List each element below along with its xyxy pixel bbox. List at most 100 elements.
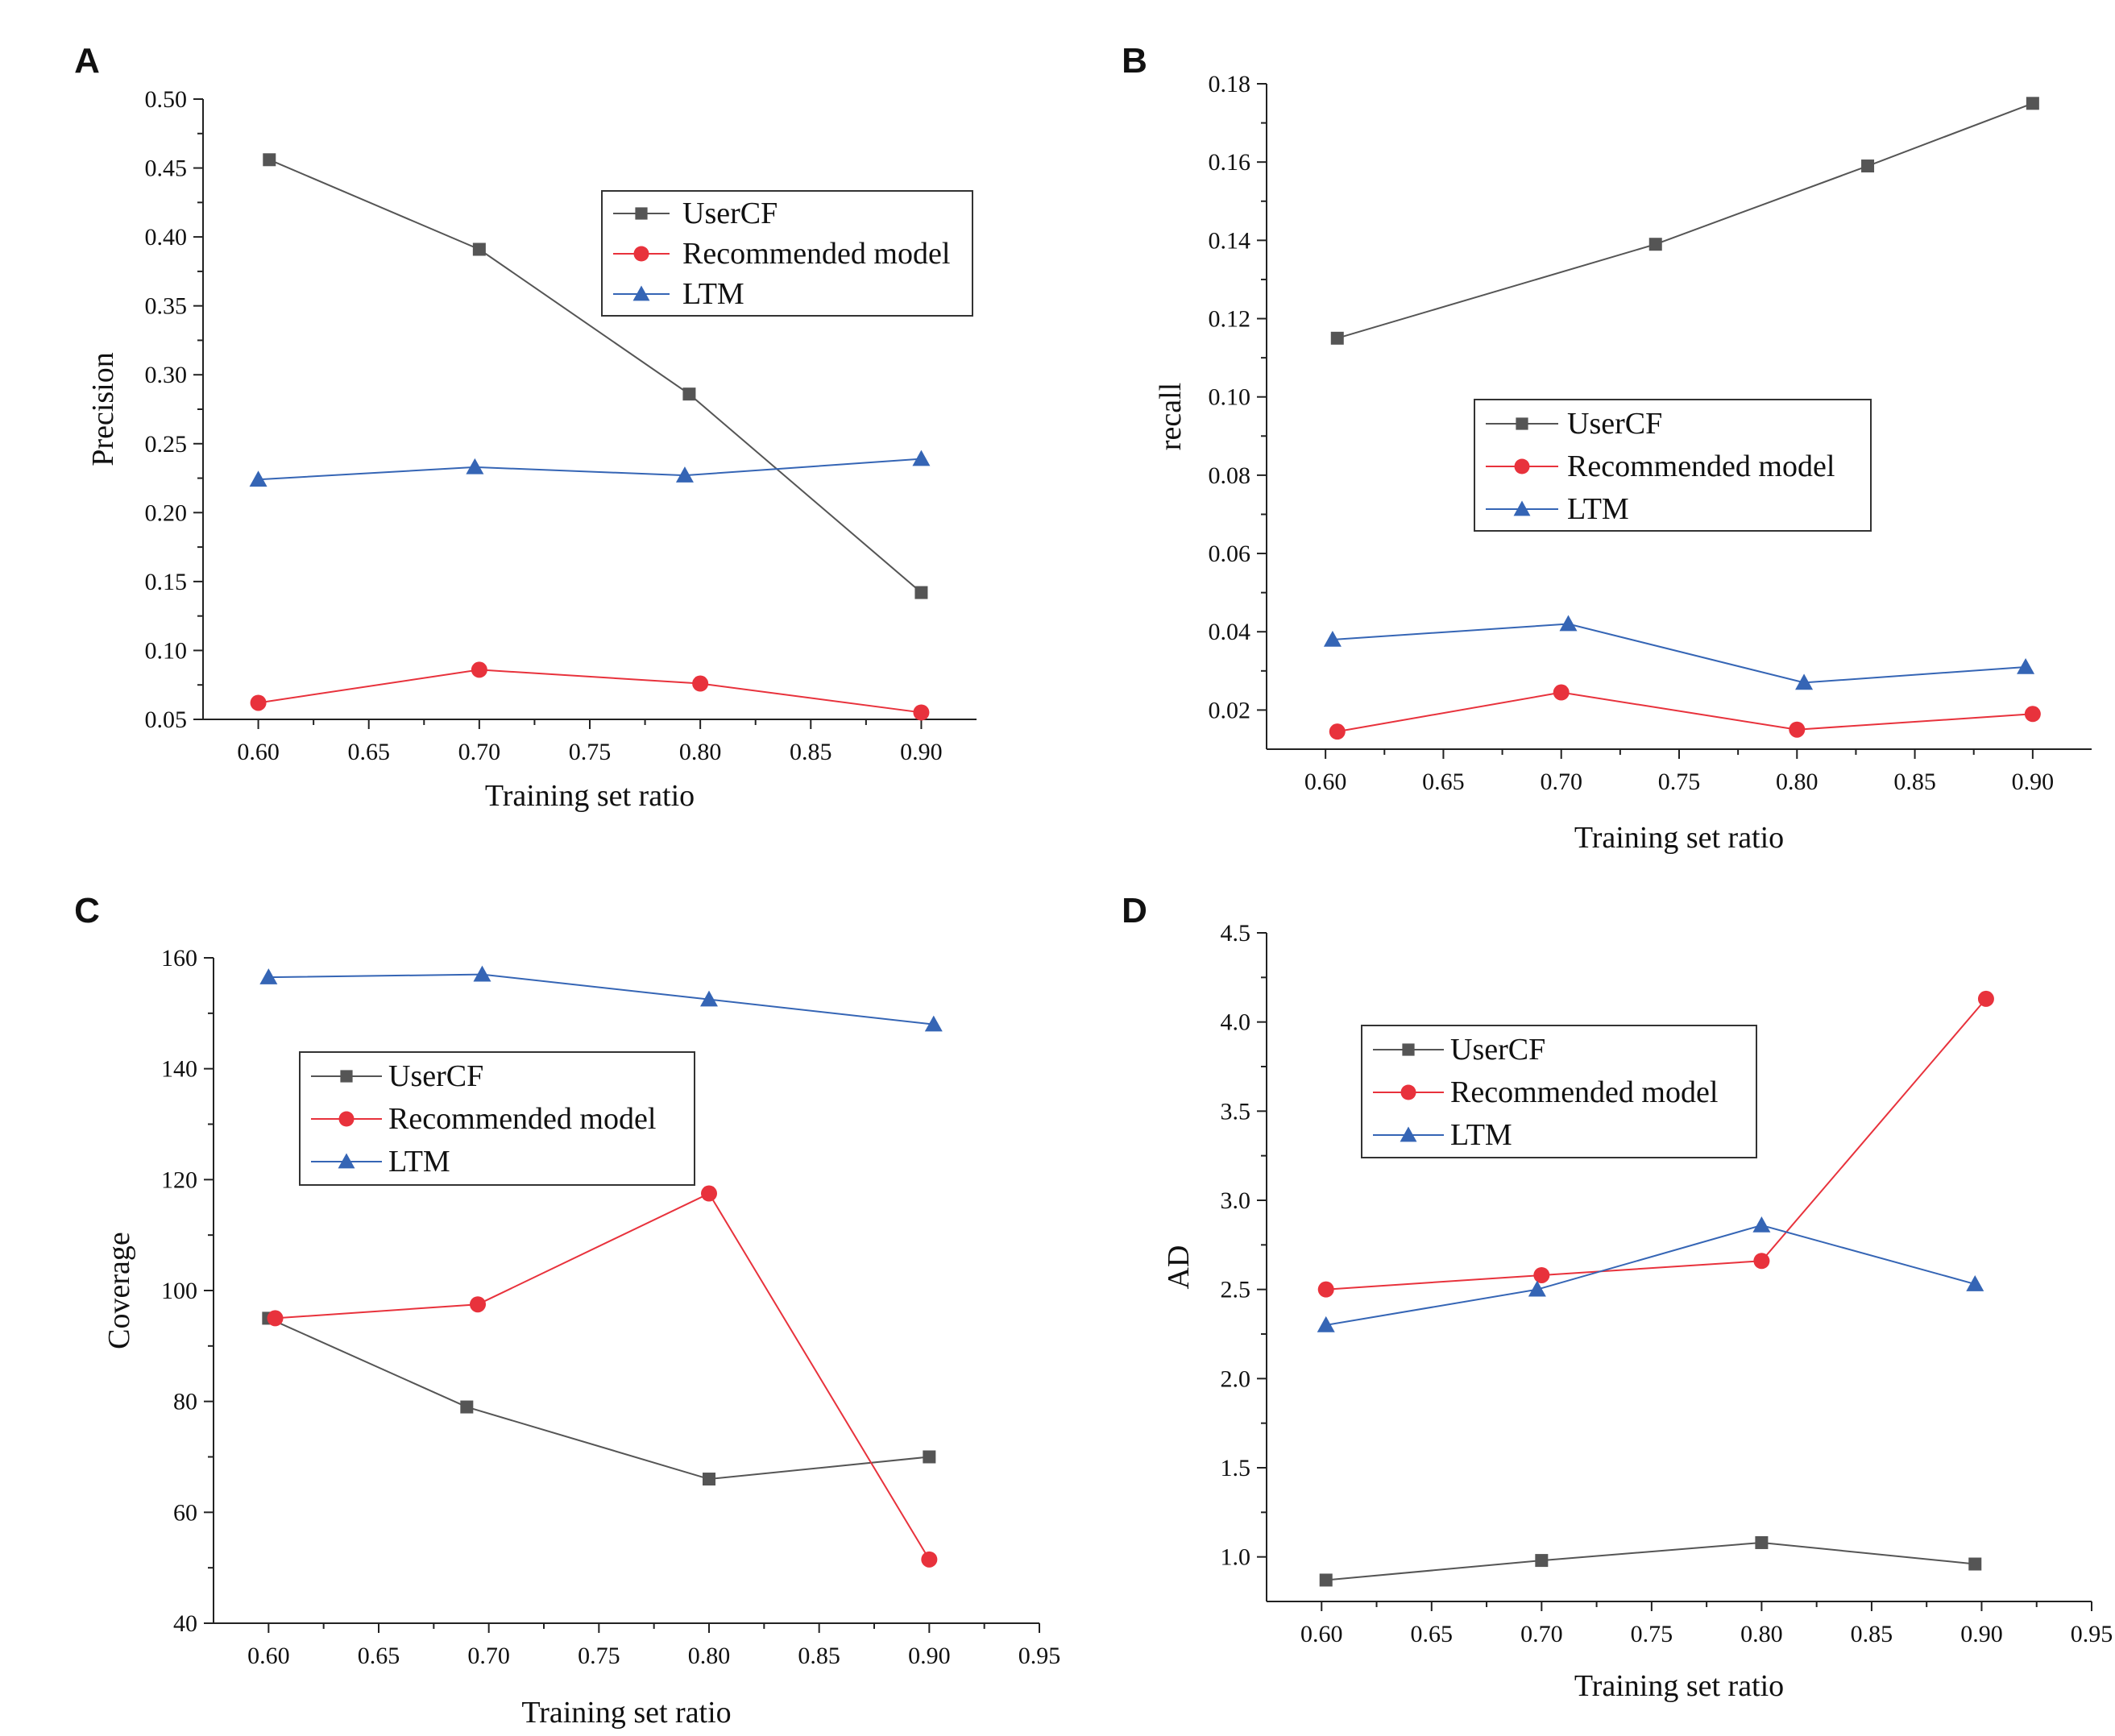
data-point-usercf	[472, 242, 486, 256]
data-point-recommended-model	[1789, 721, 1806, 738]
x-tick-label: 0.85	[798, 1643, 840, 1669]
legend-label-recommended-model: Recommended model	[1567, 450, 1835, 483]
x-tick-label: 0.90	[900, 739, 943, 765]
data-point-ltm	[1528, 1280, 1546, 1297]
panel-letter: A	[74, 41, 100, 81]
y-tick-label: 0.20	[145, 499, 188, 526]
y-axis-label: AD	[1162, 1245, 1196, 1290]
legend-marker-recommended-model	[1514, 458, 1530, 474]
x-tick-label: 0.60	[237, 739, 280, 765]
legend-marker-usercf	[1402, 1043, 1415, 1056]
y-tick-label: 140	[161, 1056, 197, 1083]
x-tick-label: 0.80	[1740, 1621, 1783, 1647]
data-point-recommended-model	[2024, 706, 2041, 723]
data-point-recommended-model	[267, 1310, 284, 1327]
series-line-usercf	[1325, 1541, 1976, 1581]
y-tick-label: 100	[161, 1278, 197, 1304]
data-point-ltm	[1966, 1275, 1984, 1291]
data-point-recommended-model	[1317, 1281, 1334, 1298]
data-point-usercf	[923, 1450, 936, 1464]
legend-label-recommended-model: Recommended model	[388, 1102, 656, 1136]
x-tick-label: 0.60	[1304, 769, 1347, 795]
y-tick-label: 2.5	[1221, 1277, 1251, 1303]
y-tick-label: 4.5	[1221, 920, 1251, 947]
legend-marker-ltm	[1400, 1126, 1417, 1142]
x-tick-label: 0.70	[1540, 769, 1582, 795]
data-point-recommended-model	[921, 1551, 938, 1568]
data-point-recommended-model	[913, 704, 930, 721]
x-tick-label: 0.80	[688, 1643, 731, 1669]
data-point-recommended-model	[701, 1185, 717, 1202]
series-line-recommended-model	[275, 1192, 931, 1560]
data-point-ltm	[700, 990, 718, 1007]
panel-letter: B	[1122, 41, 1147, 81]
x-axis-label: Training set ratio	[1574, 821, 1784, 855]
chart-panel-c: C 40 60 80 100 120 140 160 0.60 0.65 0.70 0.75 0.80 0…	[74, 891, 1060, 1730]
y-tick-label: 2.0	[1221, 1365, 1251, 1392]
y-tick-label: 0.14	[1209, 227, 1251, 254]
data-point-recommended-model	[1533, 1266, 1550, 1283]
x-tick-label: 0.95	[2071, 1621, 2113, 1647]
y-tick-label: 0.40	[145, 224, 188, 251]
x-tick-label: 0.75	[578, 1643, 620, 1669]
data-point-ltm	[1752, 1216, 1771, 1233]
series-line-recommended-model	[258, 669, 922, 714]
legend-label-usercf: UserCF	[682, 197, 778, 230]
data-point-usercf	[1968, 1557, 1982, 1571]
legend-label-ltm: LTM	[682, 277, 744, 311]
y-tick-label: 160	[161, 945, 197, 972]
panel-letter: C	[74, 891, 100, 930]
series-line-ltm	[1332, 623, 2026, 684]
x-tick-label: 0.65	[1422, 769, 1465, 795]
data-point-ltm	[1323, 630, 1342, 647]
data-point-ltm	[473, 965, 491, 982]
y-tick-label: 80	[173, 1389, 197, 1415]
panel-letter: D	[1122, 891, 1147, 930]
series-recommended-model	[267, 1185, 938, 1568]
legend-marker-usercf	[1516, 417, 1528, 430]
x-tick-label: 0.75	[569, 739, 612, 765]
y-tick-label: 1.5	[1221, 1455, 1251, 1481]
legend-label-ltm: LTM	[388, 1145, 450, 1179]
data-point-recommended-model	[470, 1296, 486, 1313]
series-line-usercf	[268, 159, 923, 594]
y-tick-label: 4.0	[1221, 1009, 1251, 1036]
x-tick-label: 0.80	[679, 739, 722, 765]
legend-label-usercf: UserCF	[388, 1059, 483, 1093]
x-tick-label: 0.90	[1960, 1621, 2003, 1647]
x-tick-label: 0.85	[1851, 1621, 1893, 1647]
x-tick-label: 0.85	[790, 739, 832, 765]
y-tick-label: 0.08	[1209, 462, 1251, 489]
legend-label-usercf: UserCF	[1567, 407, 1662, 441]
data-point-ltm	[259, 968, 278, 984]
y-axis-label: Precision	[86, 352, 120, 466]
series-line-ltm	[268, 973, 934, 1025]
series-ltm	[1317, 1216, 1984, 1332]
series-line-recommended-model	[1337, 691, 2033, 733]
series-ltm	[259, 965, 943, 1032]
x-tick-label: 0.80	[1776, 769, 1818, 795]
legend: UserCF Recommended model LTM	[1361, 1025, 1757, 1158]
y-tick-label: 0.35	[145, 293, 188, 320]
x-tick-label: 0.75	[1631, 1621, 1673, 1647]
data-point-usercf	[1535, 1554, 1549, 1568]
data-point-usercf	[1330, 331, 1344, 345]
series-line-recommended-model	[1325, 998, 1987, 1291]
x-tick-label: 0.70	[467, 1643, 510, 1669]
legend-marker-ltm	[1513, 500, 1531, 516]
legend-marker-recommended-model	[338, 1111, 355, 1127]
x-tick-label: 0.90	[2012, 769, 2055, 795]
data-point-usercf	[1319, 1573, 1333, 1587]
x-tick-label: 0.75	[1658, 769, 1701, 795]
y-tick-label: 0.45	[145, 155, 188, 182]
data-point-ltm	[2017, 657, 2035, 674]
y-axis-label: recall	[1154, 383, 1188, 450]
legend-marker-usercf	[340, 1070, 353, 1083]
series-usercf	[263, 153, 928, 599]
chart-panel-d: D 1.0 1.5 2.0 2.5 3.0 3.5 4.0 4.5 0.60 0.65 0.70 0.7…	[1122, 891, 2113, 1703]
y-tick-label: 40	[173, 1610, 197, 1637]
data-point-usercf	[460, 1400, 474, 1414]
data-point-ltm	[249, 470, 267, 487]
legend-label-ltm: LTM	[1450, 1118, 1512, 1152]
